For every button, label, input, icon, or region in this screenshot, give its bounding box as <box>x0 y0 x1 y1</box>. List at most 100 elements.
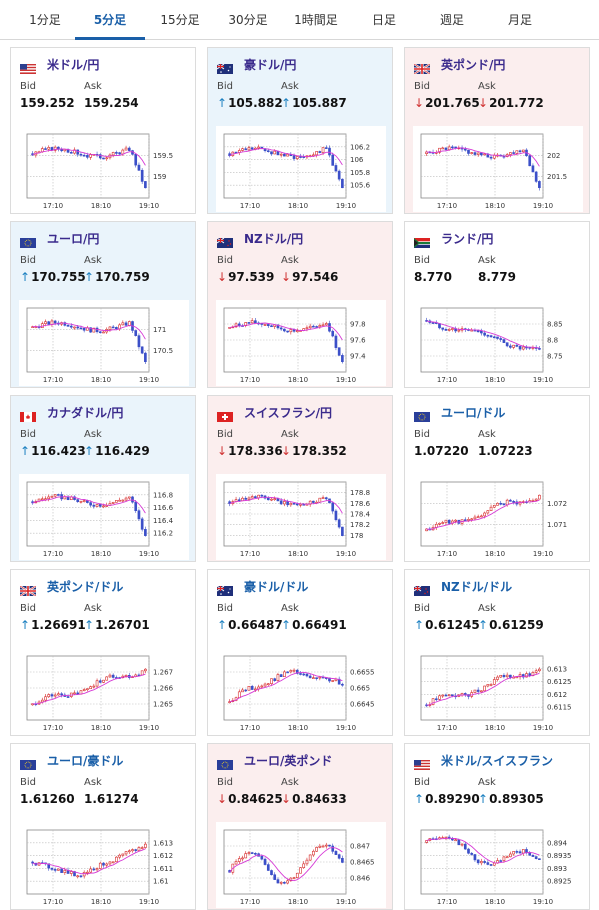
ask-number: 0.84633 <box>292 792 347 806</box>
chart-container[interactable]: 17:10 18:10 19:10 0.6655 0.665 0.6645 <box>216 648 386 734</box>
x-tick-label: 17:10 <box>43 376 63 384</box>
candle-body <box>318 151 322 153</box>
pair-link[interactable]: ユーロ/ドル <box>414 405 505 422</box>
bid-value: 1.61260 <box>20 792 75 806</box>
y-tick-label: 8.8 <box>547 337 558 345</box>
candle-body <box>108 861 112 865</box>
rate-card[interactable]: カナダドル/円 Bid Ask ↑116.423 ↑116.429 17:10 18:10 1… <box>10 395 196 562</box>
candle-body <box>286 501 289 506</box>
chart-container[interactable]: 17:10 18:10 19:10 8.85 8.8 8.75 <box>413 300 583 386</box>
candle-body <box>50 320 54 325</box>
chart-container[interactable]: 17:10 18:10 19:10 0.847 0.8465 0.846 <box>216 822 386 908</box>
candle-body <box>457 839 461 846</box>
pair-link[interactable]: 英ポンド/円 <box>413 57 505 75</box>
candle-body <box>341 683 344 686</box>
candle-body <box>250 320 254 324</box>
rate-card[interactable]: ユーロ/円 Bid Ask ↑170.755 ↑170.759 17:10 18:10 19:… <box>10 221 196 388</box>
candle-body <box>502 503 506 506</box>
candle-body <box>470 852 474 855</box>
chart-container[interactable]: 17:10 18:10 19:10 0.613 0.6125 0.612 0.6115 <box>413 648 583 734</box>
candle-body <box>299 673 302 675</box>
candle-body <box>444 519 448 523</box>
chart-container[interactable]: 17:10 18:10 19:10 1.613 1.612 1.611 1.61 <box>19 822 189 908</box>
rate-card[interactable]: 豪ドル/円 Bid Ask ↑105.882 ↑105.887 17:10 18:10 19:… <box>207 47 393 214</box>
chart-container[interactable]: 17:10 18:10 19:10 0.894 0.8935 0.893 0.8925 <box>413 822 583 908</box>
pair-link[interactable]: 英ポンド/ドル <box>19 579 123 597</box>
rate-card[interactable]: ユーロ/豪ドル Bid Ask 1.61260 1.61274 17:10 18:10 19:… <box>10 743 196 910</box>
rate-card[interactable]: ランド/円 Bid Ask 8.770 8.779 17:10 18:10 19:10 8.85… <box>404 221 590 388</box>
tab-4[interactable]: 1時間足 <box>294 13 338 27</box>
pair-link[interactable]: カナダドル/円 <box>20 405 123 422</box>
chart-container[interactable]: 17:10 18:10 19:10 1.072 1.071 <box>413 474 583 560</box>
candle-body <box>44 498 47 501</box>
rate-card[interactable]: 米ドル/スイスフラン Bid Ask ↑0.89290 ↑0.89305 17:10 18:… <box>404 743 590 910</box>
rate-card[interactable]: スイスフラン/円 Bid Ask ↓178.336 ↓178.352 17:10 18:10… <box>207 395 393 562</box>
pair-name: 米ドル/円 <box>47 57 100 72</box>
candle-body <box>44 148 47 150</box>
chart-container[interactable]: 17:10 18:10 19:10 202 201.5 <box>413 126 583 212</box>
candle-body <box>518 150 522 153</box>
pair-link[interactable]: 豪ドル/ドル <box>216 579 308 596</box>
rate-card[interactable]: NZドル/ドル Bid Ask ↑0.61245 ↑0.61259 17:10 18:10 1… <box>404 569 590 736</box>
tab-2[interactable]: 15分足 <box>160 13 200 27</box>
rate-card[interactable]: 英ポンド/円 Bid Ask ↓201.765 ↓201.772 17:10 18:10 19… <box>404 47 590 214</box>
candle-body <box>121 322 125 326</box>
pair-link[interactable]: ユーロ/英ポンド <box>217 753 332 770</box>
ask-value: ↑0.66491 <box>281 618 347 632</box>
candle-body <box>512 152 515 154</box>
ask-label: Ask <box>478 777 496 788</box>
pair-link[interactable]: NZドル/ドル <box>413 579 512 596</box>
pair-link[interactable]: スイスフラン/円 <box>217 405 332 422</box>
chart-container[interactable]: 17:10 18:10 19:10 159.5 159 <box>19 126 189 212</box>
price-chart: 17:10 18:10 19:10 159.5 159 <box>26 133 173 210</box>
candle-body <box>538 668 541 672</box>
candle-body <box>263 858 267 865</box>
change-arrow-icon: ↓ <box>217 444 228 458</box>
pair-link[interactable]: NZドル/円 <box>216 231 303 248</box>
pair-link[interactable]: ユーロ/豪ドル <box>20 753 123 770</box>
chart-container[interactable]: 17:10 18:10 19:10 178.8 178.6 178.4 178.2 178 <box>216 474 386 560</box>
ask-number: 178.352 <box>292 444 347 458</box>
price-chart: 17:10 18:10 19:10 1.613 1.612 1.611 1.61 <box>26 829 173 906</box>
candle-body <box>140 670 144 676</box>
rate-card[interactable]: NZドル/円 Bid Ask ↓97.539 ↓97.546 17:10 18:10 19:1… <box>207 221 393 388</box>
candle-body <box>95 504 99 507</box>
candle-body <box>137 164 141 171</box>
tab-3[interactable]: 30分足 <box>228 13 268 27</box>
au-flag-icon <box>216 59 233 74</box>
candle-body <box>44 321 47 325</box>
chart-container[interactable]: 17:10 18:10 19:10 171 170.5 <box>19 300 189 386</box>
pair-link[interactable]: ユーロ/円 <box>20 231 99 248</box>
chart-container[interactable]: 17:10 18:10 19:10 97.8 97.6 97.4 <box>216 300 386 386</box>
candle-body <box>483 861 486 863</box>
chart-container[interactable]: 17:10 18:10 19:10 1.267 1.266 1.265 <box>19 648 189 734</box>
candle-body <box>73 692 76 695</box>
tab-5[interactable]: 日足 <box>371 13 396 27</box>
tab-6[interactable]: 週足 <box>439 13 464 27</box>
pair-link[interactable]: 米ドル/スイスフラン <box>414 753 553 770</box>
chart-container[interactable]: 17:10 18:10 19:10 116.8 116.6 116.4 116.2 <box>19 474 189 560</box>
tab-7[interactable]: 月足 <box>507 13 532 27</box>
pair-link[interactable]: 豪ドル/円 <box>216 57 296 74</box>
tab-0[interactable]: 1分足 <box>29 13 61 27</box>
ask-label: Ask <box>281 81 299 92</box>
rate-card[interactable]: 米ドル/円 Bid Ask 159.252 159.254 17:10 18:10 19:10… <box>10 47 196 214</box>
candle-body <box>118 152 121 155</box>
rate-card[interactable]: ユーロ/ドル Bid Ask 1.07220 1.07223 17:10 18:10 19:1… <box>404 395 590 562</box>
tab-1[interactable]: 5分足 <box>75 0 145 40</box>
rate-card[interactable]: ユーロ/英ポンド Bid Ask ↓0.84625 ↓0.84633 17:10 18:10… <box>207 743 393 910</box>
ask-value: ↑0.89305 <box>478 792 544 806</box>
bid-number: 159.252 <box>20 96 75 110</box>
rate-card[interactable]: 英ポンド/ドル Bid Ask ↑1.26691 ↑1.26701 17:10 18:10 1… <box>10 569 196 736</box>
candle-body <box>234 323 238 328</box>
candle-body <box>69 871 73 874</box>
candle-body <box>328 844 331 847</box>
rate-card[interactable]: 豪ドル/ドル Bid Ask ↑0.66487 ↑0.66491 17:10 18:10 19… <box>207 569 393 736</box>
y-tick-label: 171 <box>153 326 166 334</box>
pair-link[interactable]: 米ドル/円 <box>20 57 100 74</box>
chart-container[interactable]: 17:10 18:10 19:10 106.2 106 105.8 105.6 <box>216 126 386 212</box>
candle-body <box>98 331 102 334</box>
pair-link[interactable]: ランド/円 <box>414 231 493 248</box>
ask-number: 0.66491 <box>292 618 347 632</box>
moving-average-line <box>426 147 540 167</box>
